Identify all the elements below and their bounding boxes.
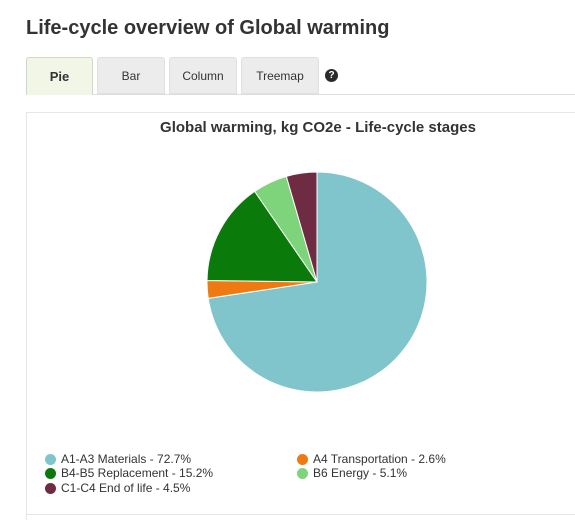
chart-title: Global warming, kg CO2e - Life-cycle sta… [160, 119, 476, 136]
legend-label: A1-A3 Materials - 72.7% [61, 452, 192, 466]
legend-item[interactable]: B4-B5 Replacement - 15.2% [45, 466, 213, 480]
legend-swatch [297, 453, 308, 465]
legend-item[interactable]: C1-C4 End of life - 4.5% [45, 481, 190, 495]
legend-swatch [45, 467, 56, 479]
legend-swatch [45, 453, 56, 465]
legend-swatch [45, 482, 56, 494]
pie-slice-b4-b5-replacement[interactable] [206, 190, 318, 283]
tab-column[interactable]: Column [169, 57, 237, 94]
tabs-divider [26, 94, 575, 95]
tab-treemap[interactable]: Treemap [241, 57, 319, 94]
legend-label: A4 Transportation - 2.6% [313, 452, 446, 466]
chart-type-tabs: Pie Bar Column Treemap ? [26, 57, 575, 95]
legend-label: B6 Energy - 5.1% [313, 466, 408, 480]
legend-item[interactable]: A4 Transportation - 2.6% [297, 452, 446, 466]
legend-label: C1-C4 End of life - 4.5% [61, 481, 191, 495]
chart-panel [26, 112, 575, 520]
page-title: Life-cycle overview of Global warming [26, 17, 390, 39]
legend-item[interactable]: A1-A3 Materials - 72.7% [45, 452, 191, 466]
pie-slice-a1-a3-materials[interactable] [207, 171, 428, 393]
tab-pie[interactable]: Pie [26, 57, 93, 95]
panel-divider [26, 514, 575, 515]
legend-swatch [297, 467, 308, 479]
legend-item[interactable]: B6 Energy - 5.1% [297, 466, 407, 480]
legend-label: B4-B5 Replacement - 15.2% [61, 466, 214, 480]
help-icon[interactable]: ? [325, 69, 338, 82]
pie-slice-c1-c4-end-of-life[interactable] [285, 171, 318, 283]
tab-bar[interactable]: Bar [97, 57, 165, 94]
